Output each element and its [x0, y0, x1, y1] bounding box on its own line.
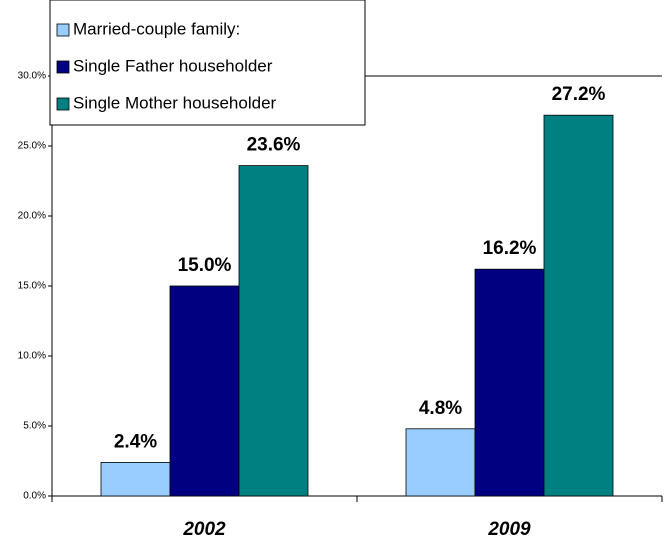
y-tick-label: 20.0% — [18, 211, 46, 222]
y-tick-label: 5.0% — [23, 421, 46, 432]
y-tick-label: 10.0% — [18, 351, 46, 362]
legend-label: Single Mother householder — [73, 93, 277, 112]
legend-box — [49, 0, 366, 126]
y-tick-label: 25.0% — [18, 141, 46, 152]
legend-swatch — [56, 60, 70, 74]
x-tick-label: 2002 — [182, 519, 226, 540]
y-tick-label: 0.0% — [23, 491, 46, 502]
y-tick-label: 15.0% — [18, 281, 46, 292]
bar — [100, 461, 171, 497]
value-label: 15.0% — [178, 255, 232, 276]
bar — [169, 285, 240, 497]
value-label: 4.8% — [419, 398, 462, 419]
value-label: 16.2% — [483, 238, 537, 259]
bar — [474, 268, 545, 497]
bar — [238, 165, 309, 497]
bar — [405, 428, 476, 497]
legend-label: Married-couple family: — [73, 19, 240, 38]
y-tick-label: 30.0% — [18, 71, 46, 82]
value-label: 27.2% — [552, 84, 606, 105]
x-tick-label: 2009 — [487, 519, 531, 540]
legend-swatch — [56, 23, 70, 37]
value-label: 2.4% — [114, 431, 157, 452]
legend-label: Single Father householder — [73, 56, 273, 75]
value-label: 23.6% — [247, 135, 301, 156]
legend-swatch — [56, 97, 70, 111]
bar — [543, 114, 614, 497]
